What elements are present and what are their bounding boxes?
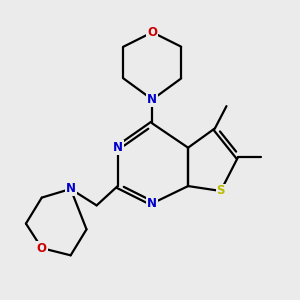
Text: N: N (147, 197, 157, 210)
Text: N: N (113, 141, 123, 154)
Text: S: S (216, 184, 225, 197)
Text: O: O (37, 242, 47, 255)
Text: O: O (147, 26, 157, 39)
Text: N: N (147, 93, 157, 106)
Text: N: N (66, 182, 76, 196)
